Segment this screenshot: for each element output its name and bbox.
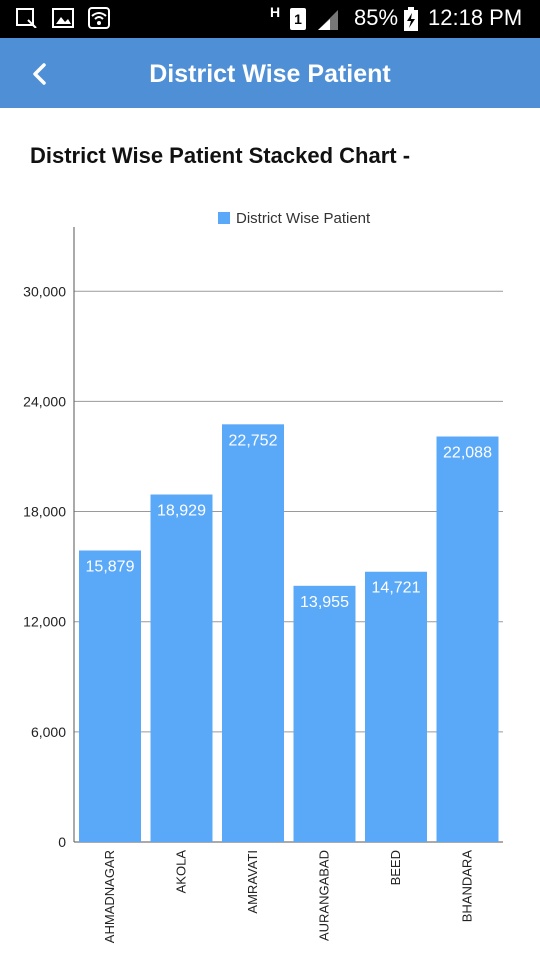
page-title: District Wise Patient bbox=[149, 60, 391, 88]
battery-charging-icon bbox=[404, 7, 418, 31]
y-tick-label: 30,000 bbox=[23, 283, 66, 299]
x-tick-label: AKOLA bbox=[174, 850, 189, 894]
data-label: 13,955 bbox=[300, 594, 349, 611]
data-label: 15,879 bbox=[86, 558, 135, 575]
screenshot-icon bbox=[16, 8, 37, 28]
y-tick-label: 18,000 bbox=[23, 504, 66, 520]
bar bbox=[436, 436, 499, 842]
battery-percentage: 85% bbox=[354, 5, 399, 30]
y-tick-label: 6,000 bbox=[31, 724, 66, 740]
wifi-icon bbox=[88, 7, 110, 29]
x-tick-label: BEED bbox=[388, 850, 403, 885]
sim-1-icon: 1 bbox=[290, 8, 306, 30]
y-tick-label: 12,000 bbox=[23, 614, 66, 630]
bar bbox=[293, 585, 356, 842]
clock: 12:18 PM bbox=[428, 5, 523, 30]
signal-icon bbox=[318, 10, 338, 30]
data-label: 14,721 bbox=[372, 580, 421, 597]
chart-heading: District Wise Patient Stacked Chart - bbox=[30, 143, 411, 168]
network-h-icon: H bbox=[270, 4, 281, 20]
legend-label: District Wise Patient bbox=[236, 210, 371, 227]
data-label: 22,752 bbox=[229, 432, 278, 449]
x-tick-label: AMRAVATI bbox=[245, 850, 260, 914]
status-bar: H 1 85% 12:18 PM bbox=[0, 0, 540, 38]
data-label: 22,088 bbox=[443, 445, 492, 462]
x-tick-label: BHANDARA bbox=[460, 850, 475, 923]
bar-chart: District Wise Patient 0 6,000 12,000 18,000 2… bbox=[23, 210, 503, 943]
bar bbox=[365, 571, 427, 842]
bar bbox=[222, 424, 284, 842]
gallery-icon bbox=[52, 8, 74, 28]
chevron-left-icon bbox=[33, 63, 46, 85]
x-tick-label: AURANGABAD bbox=[317, 850, 332, 941]
bar bbox=[79, 550, 141, 842]
y-tick-label: 0 bbox=[58, 834, 66, 850]
legend-swatch bbox=[218, 212, 230, 224]
x-tick-label: AHMADNAGAR bbox=[102, 850, 117, 943]
bar bbox=[150, 494, 213, 842]
data-label: 18,929 bbox=[157, 502, 206, 519]
back-button[interactable] bbox=[18, 52, 62, 96]
app-bar: District Wise Patient bbox=[0, 38, 540, 108]
y-tick-label: 24,000 bbox=[23, 393, 66, 409]
